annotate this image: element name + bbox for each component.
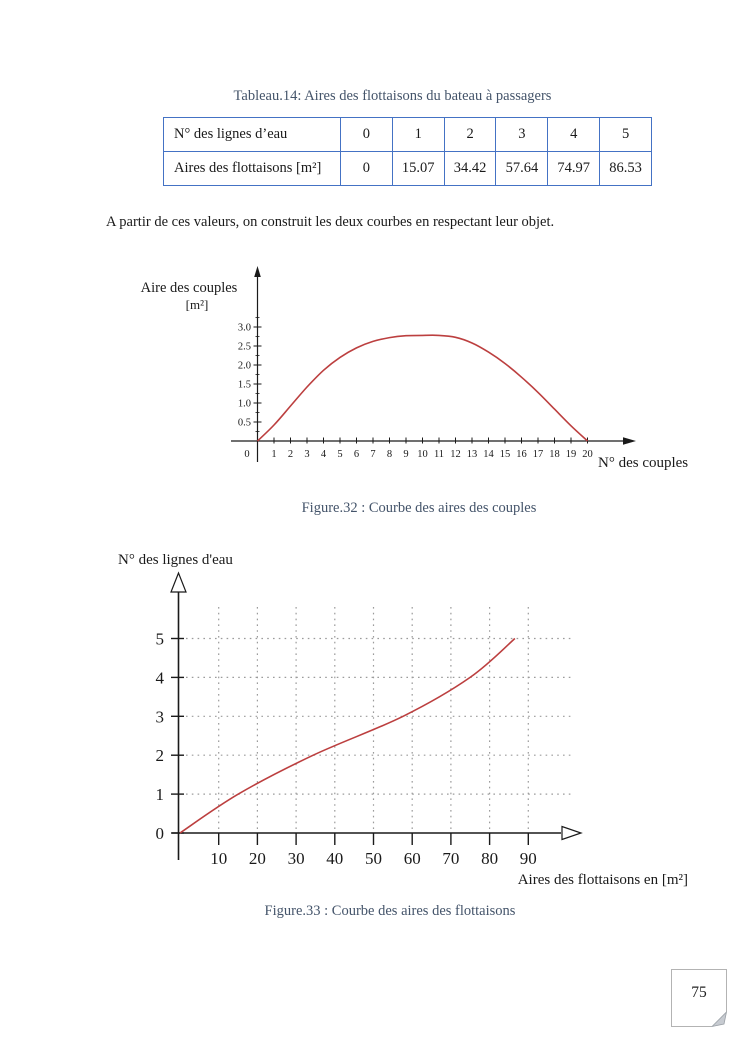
y-tick-label: 3.0	[238, 323, 251, 334]
y-tick-label: 2.0	[238, 361, 251, 372]
y-tick-label: 1	[156, 785, 165, 804]
y-tick-label: 1.0	[238, 399, 251, 410]
y-axis-arrow-icon	[170, 571, 187, 593]
x-tick-label: 9	[403, 449, 408, 460]
y-tick-label: 4	[156, 668, 165, 687]
x-tick-label: 11	[434, 449, 444, 460]
x-tick-label: 7	[370, 449, 375, 460]
x-tick-label: 10	[210, 849, 227, 868]
flottaisons-curve	[179, 637, 516, 834]
x-tick-label: 19	[566, 449, 577, 460]
table-cell: 15.07	[391, 151, 445, 186]
table-row-header: Aires des flottaisons [m²]	[163, 151, 341, 186]
x-tick-label: 1	[271, 449, 276, 460]
page-number-box: 75	[671, 969, 727, 1027]
y-axis-unit: [m²]	[186, 297, 209, 312]
table-cell: 74.97	[547, 151, 601, 186]
figure33-caption: Figure.33 : Courbe des aires des flottai…	[264, 903, 516, 919]
x-tick-label: 20	[249, 849, 266, 868]
y-axis-title: Aire des couples	[141, 280, 238, 296]
x-tick-label: 40	[326, 849, 343, 868]
x-tick-label: 18	[549, 449, 560, 460]
table-row: N° des lignes d’eau 0 1 2 3 4 5	[163, 117, 652, 152]
table-cell: 34.42	[443, 151, 497, 186]
y-axis-arrow-icon	[254, 266, 261, 277]
figure33-chart: N° des lignes d'eau 0 1 2 3 4 5 10 20 30 40 50 60 70 8…	[118, 552, 688, 888]
x-tick-label: 2	[288, 449, 293, 460]
y-tick-label: 2	[156, 746, 165, 765]
x-tick-label: 16	[516, 449, 527, 460]
table-cell: 0	[340, 151, 393, 186]
x-tick-label: 50	[365, 849, 382, 868]
figure32-chart: Aire des couples[m²] 0.5 1.0 1.5 2.0 2.5 3.0 0 1…	[141, 266, 688, 471]
y-tick-label: 3	[156, 707, 165, 726]
x-tick-label: 14	[483, 449, 494, 460]
table-cell: 5	[599, 117, 652, 152]
table-title: Tableau.14: Aires des flottaisons du bat…	[233, 88, 552, 104]
x-tick-label: 70	[442, 849, 459, 868]
y-tick-label: 5	[156, 630, 165, 649]
table-row: Aires des flottaisons [m²] 0 15.07 34.42…	[163, 151, 652, 186]
table-cell: 4	[547, 117, 601, 152]
figure32-caption: Figure.32 : Courbe des aires des couples	[301, 500, 537, 516]
table-cell: 2	[443, 117, 497, 152]
x-tick-label: 13	[467, 449, 478, 460]
x-axis-arrow-icon	[623, 437, 636, 445]
x-tick-label: 6	[354, 449, 359, 460]
table-cell: 57.64	[495, 151, 549, 186]
x-tick-label: 30	[288, 849, 305, 868]
x-tick-label: 5	[337, 449, 342, 460]
y-tick-label: 0.5	[238, 418, 251, 429]
x-tick-label: 3	[304, 449, 309, 460]
table-row-header: N° des lignes d’eau	[163, 117, 341, 152]
x-tick-label: 90	[520, 849, 537, 868]
y-axis-title: N° des lignes d'eau	[118, 552, 233, 568]
page-number: 75	[691, 984, 707, 1001]
page-curl-icon	[710, 1010, 727, 1027]
x-tick-label: 4	[321, 449, 327, 460]
x-tick-label: 20	[582, 449, 593, 460]
table-cell: 0	[340, 117, 393, 152]
table-cell: 1	[391, 117, 445, 152]
y-tick-label: 2.5	[238, 342, 251, 353]
x-tick-label: 17	[533, 449, 544, 460]
y-tick-label: 0	[156, 824, 165, 843]
x-axis-title: Aires des flottaisons en [m²]	[518, 872, 688, 888]
table-cell: 86.53	[599, 151, 652, 186]
x-tick-label: 60	[404, 849, 421, 868]
x-axis-arrow-icon	[561, 825, 583, 841]
flottaisons-table: N° des lignes d’eau 0 1 2 3 4 5 Aires de…	[163, 117, 652, 186]
x-tick-label: 15	[500, 449, 511, 460]
couples-curve	[256, 334, 589, 442]
x-tick-label: 80	[481, 849, 498, 868]
x-tick-label: 10	[417, 449, 428, 460]
table-cell: 3	[495, 117, 549, 152]
body-paragraph: A partir de ces valeurs, on construit le…	[106, 214, 555, 230]
x-tick-label: 0	[244, 449, 249, 460]
x-axis-title: N° des couples	[598, 455, 688, 471]
x-tick-label: 8	[387, 449, 392, 460]
y-tick-label: 1.5	[238, 380, 251, 391]
x-tick-label: 12	[450, 449, 461, 460]
